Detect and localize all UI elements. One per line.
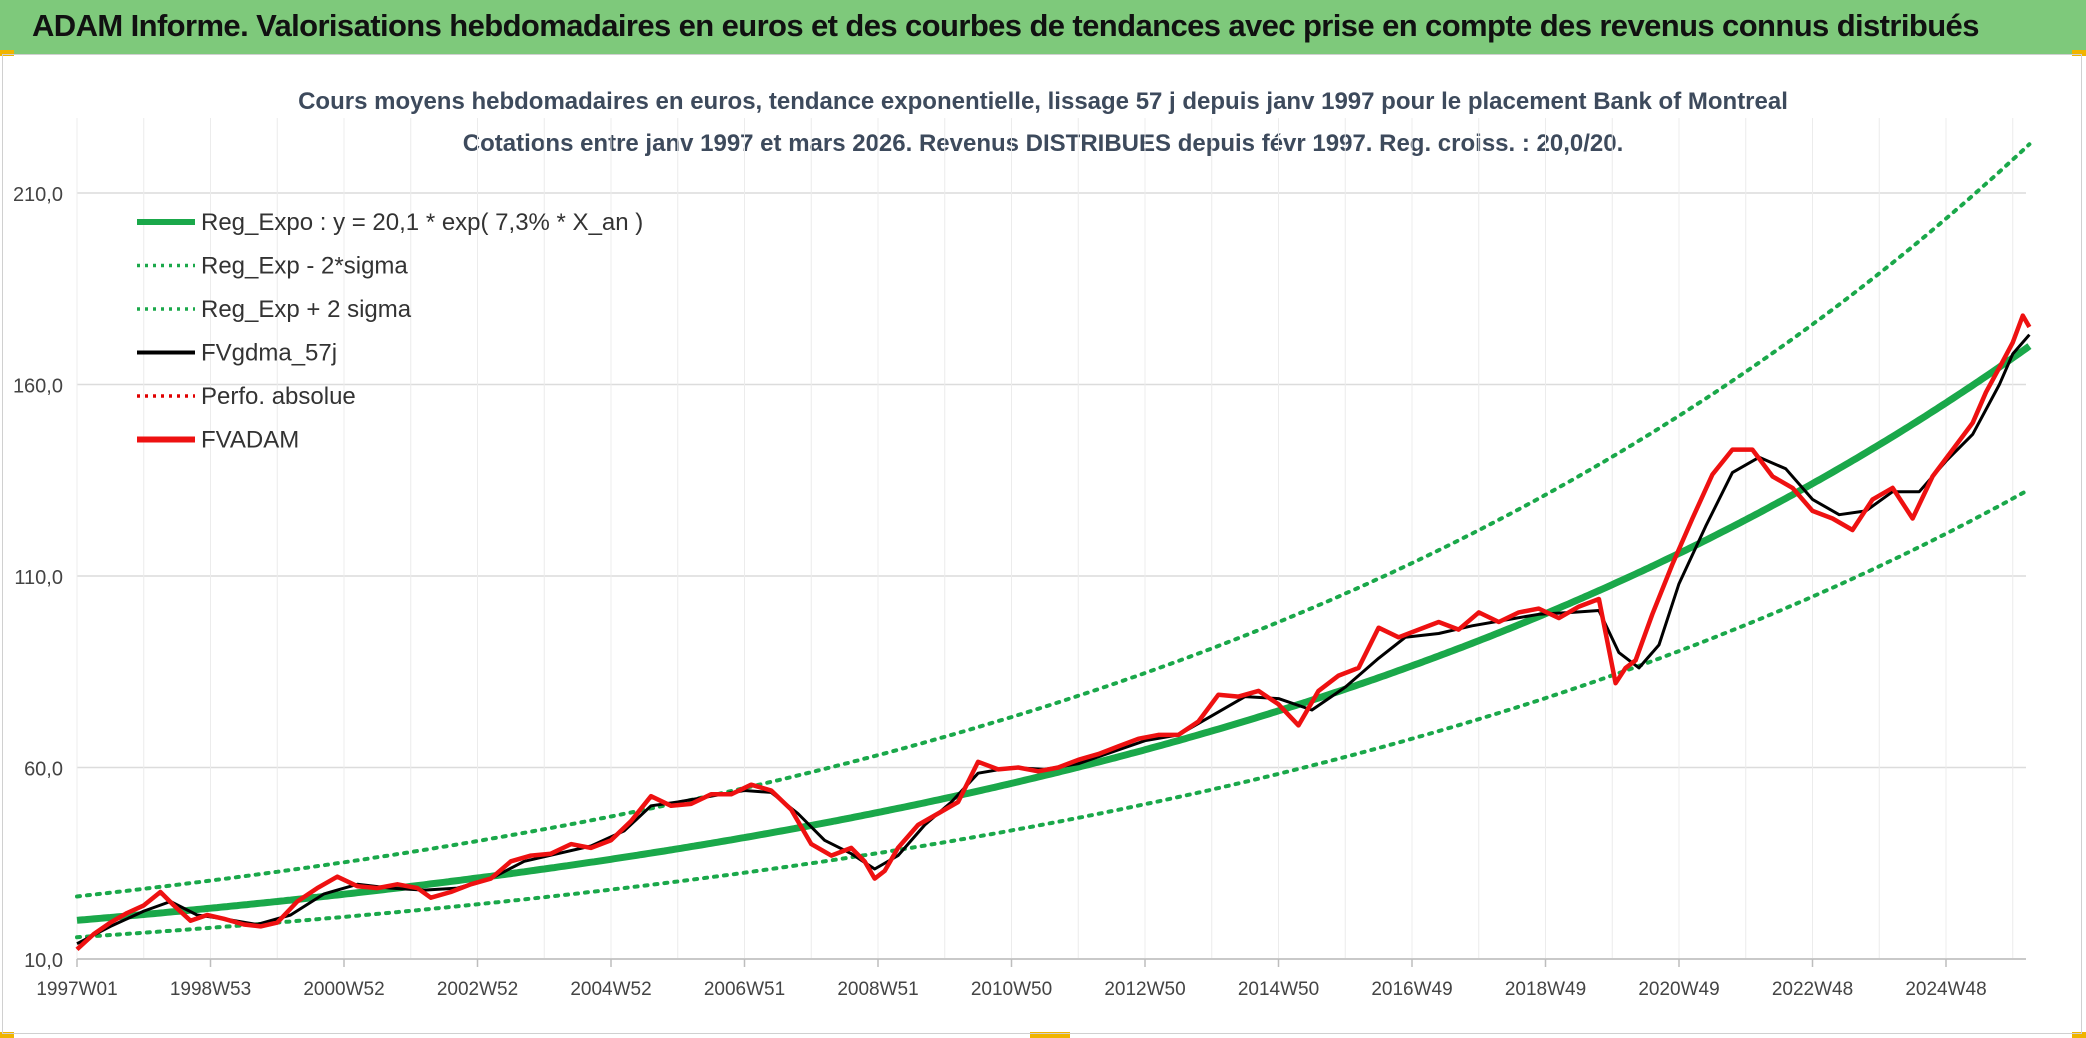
- reg-expo-line: [76, 343, 2032, 924]
- reg-exp-plus-2sigma-line: [75, 142, 2032, 899]
- x-tick-label: 2000W52: [303, 979, 384, 1000]
- x-tick-label: 2016W49: [1371, 979, 1452, 1000]
- x-tick-label: 2004W52: [570, 979, 651, 1000]
- corner-mark: [0, 50, 14, 56]
- x-tick-label: 2014W50: [1238, 979, 1319, 1000]
- x-tick-label: 2020W49: [1638, 979, 1719, 1000]
- x-tick-label: 2022W48: [1772, 979, 1853, 1000]
- axes: 10,0 60,0 110,0 160,0 210,0 1997W01 1998W53 200…: [13, 184, 2026, 1000]
- chart-subtitle: Cotations entre janv 1997 et mars 2026. …: [463, 130, 1624, 157]
- y-tick-label: 10,0: [24, 950, 63, 972]
- x-tick-label: 2018W49: [1505, 979, 1586, 1000]
- y-tick-label: 110,0: [14, 567, 63, 589]
- fvadam-line: [75, 313, 2032, 952]
- corner-mark: [0, 1032, 14, 1038]
- legend-label: Reg_Exp - 2*sigma: [201, 253, 408, 280]
- y-tick-label: 60,0: [24, 759, 63, 781]
- plot-area: [75, 142, 2032, 952]
- x-tick-label: 1998W53: [170, 979, 251, 1000]
- legend-label: Perfo. absolue: [201, 383, 356, 410]
- fvgdma-57j-line: [76, 333, 2031, 946]
- header-banner: ADAM Informe. Valorisations hebdomadaire…: [0, 0, 2086, 54]
- legend: Reg_Expo : y = 20,1 * exp( 7,3% * X_an )…: [137, 209, 643, 454]
- x-tick-label: 1997W01: [36, 979, 117, 1000]
- legend-label: Reg_Exp + 2 sigma: [201, 296, 412, 323]
- perfo-absolue-line: [76, 313, 2031, 951]
- corner-mark: [2072, 1032, 2086, 1038]
- y-tick-label: 160,0: [13, 376, 63, 398]
- legend-label: Reg_Expo : y = 20,1 * exp( 7,3% * X_an ): [201, 209, 643, 236]
- x-tick-label: 2012W50: [1104, 979, 1185, 1000]
- reg-exp-minus-2sigma-line: [75, 487, 2032, 940]
- corner-mark: [2072, 50, 2086, 56]
- y-tick-label: 210,0: [13, 184, 63, 206]
- x-tick-label: 2008W51: [837, 979, 918, 1000]
- legend-label: FVgdma_57j: [201, 340, 337, 367]
- chart-frame: [2, 54, 2082, 1034]
- x-tick-label: 2002W52: [437, 979, 518, 1000]
- corner-mark: [1030, 1032, 1070, 1038]
- legend-label: FVADAM: [201, 427, 299, 454]
- x-tick-label: 2024W48: [1905, 979, 1986, 1000]
- x-tick-label: 2010W50: [971, 979, 1052, 1000]
- chart-title: Cours moyens hebdomadaires en euros, ten…: [298, 88, 1788, 115]
- grid: [76, 118, 2026, 960]
- x-tick-label: 2006W51: [704, 979, 785, 1000]
- report-title: ADAM Informe. Valorisations hebdomadaire…: [32, 8, 1979, 43]
